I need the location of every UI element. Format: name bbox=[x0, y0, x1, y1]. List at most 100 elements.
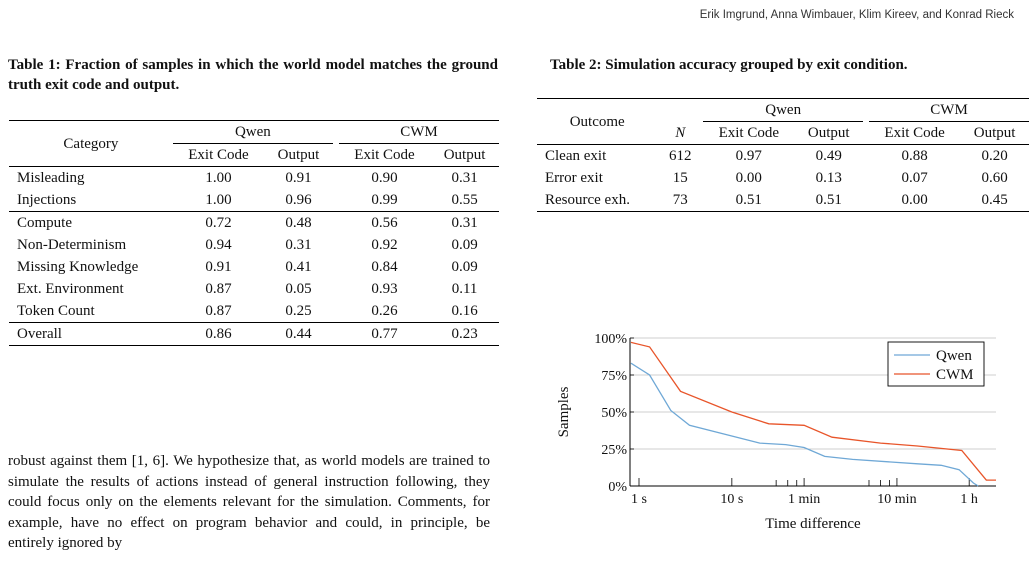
row-cwm-exit: 0.93 bbox=[371, 281, 398, 297]
row-cwm-output: 0.11 bbox=[451, 281, 478, 297]
row-cwm-exit: 0.84 bbox=[371, 259, 398, 275]
x-tick-label: 1 h bbox=[960, 492, 978, 507]
row-qwen-output: 0.48 bbox=[285, 215, 312, 231]
table-row: Ext. Environment 0.87 0.05 0.93 0.11 bbox=[9, 278, 499, 300]
row-qwen-exit: 0.91 bbox=[205, 259, 232, 275]
row-category: Token Count bbox=[17, 303, 95, 319]
row-cwm-output: 0.20 bbox=[981, 148, 1008, 164]
table-row: Misleading 1.00 0.91 0.90 0.31 bbox=[9, 166, 499, 190]
row-cwm-output: 0.16 bbox=[451, 303, 478, 319]
y-tick-label: 75% bbox=[601, 369, 627, 384]
row-qwen-output: 0.49 bbox=[815, 148, 842, 164]
row-category: Overall bbox=[17, 326, 62, 342]
row-outcome: Clean exit bbox=[545, 148, 607, 164]
row-qwen-output: 0.51 bbox=[815, 192, 842, 208]
row-qwen-output: 0.41 bbox=[285, 259, 312, 275]
table2-col-outcome: Outcome bbox=[569, 113, 625, 130]
table1-caption: Table 1: Fraction of samples in which th… bbox=[8, 57, 498, 93]
x-axis-label: Time difference bbox=[765, 516, 861, 532]
row-qwen-exit: 0.72 bbox=[205, 215, 232, 231]
legend-box bbox=[887, 341, 985, 387]
row-qwen-output: 0.13 bbox=[815, 170, 842, 186]
row-qwen-exit: 0.00 bbox=[735, 170, 762, 186]
table1-sub-exit-qwen: Exit Code bbox=[188, 147, 249, 163]
row-cwm-output: 0.23 bbox=[451, 326, 478, 342]
table1-group-qwen: Qwen bbox=[172, 120, 333, 144]
row-qwen-output: 0.05 bbox=[285, 281, 312, 297]
table-row: Overall 0.86 0.44 0.77 0.23 bbox=[9, 322, 499, 346]
row-qwen-exit: 0.87 bbox=[205, 303, 232, 319]
row-category: Missing Knowledge bbox=[17, 259, 139, 275]
legend-label-cwm: CWM bbox=[936, 367, 974, 383]
table2-sub-exit-qwen: Exit Code bbox=[718, 125, 779, 141]
body-paragraph: robust against them [1, 6]. We hypothesi… bbox=[8, 451, 490, 554]
y-tick-label: 25% bbox=[601, 443, 627, 458]
row-qwen-exit: 0.87 bbox=[205, 281, 232, 297]
table-row: Resource exh. 73 0.51 0.51 0.00 0.45 bbox=[537, 189, 1029, 212]
row-category: Misleading bbox=[17, 170, 85, 186]
x-tick-label: 1 s bbox=[631, 492, 647, 507]
table1-col-category: Category bbox=[63, 135, 119, 152]
table-row: Token Count 0.87 0.25 0.26 0.16 bbox=[9, 300, 499, 323]
row-qwen-output: 0.44 bbox=[285, 326, 312, 342]
row-cwm-output: 0.60 bbox=[981, 170, 1008, 186]
table-row: Error exit 15 0.00 0.13 0.07 0.60 bbox=[537, 167, 1029, 189]
row-cwm-output: 0.55 bbox=[451, 192, 478, 208]
table-row: Non-Determinism 0.94 0.31 0.92 0.09 bbox=[9, 234, 499, 256]
row-cwm-output: 0.45 bbox=[981, 192, 1008, 208]
row-n: 15 bbox=[672, 170, 688, 186]
row-category: Injections bbox=[17, 192, 77, 208]
table1-sub-exit-cwm: Exit Code bbox=[354, 147, 415, 163]
row-qwen-exit: 1.00 bbox=[205, 170, 232, 186]
row-cwm-exit: 0.00 bbox=[901, 192, 928, 208]
table-row: Compute 0.72 0.48 0.56 0.31 bbox=[9, 211, 499, 235]
row-qwen-output: 0.96 bbox=[285, 192, 312, 208]
row-category: Compute bbox=[17, 215, 72, 231]
row-qwen-exit: 1.00 bbox=[205, 192, 232, 208]
row-n: 612 bbox=[669, 148, 692, 164]
row-qwen-exit: 0.97 bbox=[735, 148, 762, 164]
x-tick-label: 1 min bbox=[788, 492, 820, 507]
table-row: Injections 1.00 0.96 0.99 0.55 bbox=[9, 189, 499, 212]
row-cwm-exit: 0.26 bbox=[371, 303, 398, 319]
running-header: Erik Imgrund, Anna Wimbauer, Klim Kireev… bbox=[699, 9, 1014, 21]
table2-group-cwm: CWM bbox=[869, 98, 1029, 122]
table1-group-cwm: CWM bbox=[338, 120, 499, 144]
table2-sub-output-cwm: Output bbox=[973, 125, 1016, 141]
series-line-cwm bbox=[630, 341, 996, 481]
row-qwen-output: 0.25 bbox=[285, 303, 312, 319]
row-outcome: Resource exh. bbox=[545, 192, 630, 208]
row-category: Non-Determinism bbox=[17, 237, 127, 253]
row-cwm-exit: 0.99 bbox=[371, 192, 398, 208]
y-tick-label: 0% bbox=[608, 480, 627, 495]
table1: Category Qwen CWM Exit Code Output Exit … bbox=[9, 120, 499, 346]
row-cwm-exit: 0.88 bbox=[901, 148, 928, 164]
y-tick-label: 50% bbox=[601, 406, 627, 421]
row-cwm-exit: 0.56 bbox=[371, 215, 398, 231]
body-paragraph-text: robust against them [1, 6]. We hypothesi… bbox=[8, 453, 490, 551]
table2-sub-exit-cwm: Exit Code bbox=[884, 125, 945, 141]
row-qwen-exit: 0.86 bbox=[205, 326, 232, 342]
row-cwm-output: 0.09 bbox=[451, 237, 478, 253]
table-row: Missing Knowledge 0.91 0.41 0.84 0.09 bbox=[9, 256, 499, 278]
row-qwen-exit: 0.94 bbox=[205, 237, 232, 253]
row-qwen-output: 0.31 bbox=[285, 237, 312, 253]
row-outcome: Error exit bbox=[545, 170, 603, 186]
table2-col-n: N bbox=[675, 124, 686, 141]
table1-sub-output-qwen: Output bbox=[277, 147, 320, 163]
table-row: Clean exit 612 0.97 0.49 0.88 0.20 bbox=[537, 144, 1029, 168]
table2-sub-output-qwen: Output bbox=[807, 125, 850, 141]
x-tick-label: 10 min bbox=[877, 492, 916, 507]
legend-label-qwen: Qwen bbox=[936, 348, 972, 364]
row-cwm-output: 0.31 bbox=[451, 170, 478, 186]
table2: Outcome Qwen CWM N Exit Code Output Exit… bbox=[537, 98, 1029, 212]
row-n: 73 bbox=[672, 192, 688, 208]
y-tick-label: 100% bbox=[594, 332, 627, 347]
table2-group-qwen: Qwen bbox=[703, 98, 864, 122]
row-category: Ext. Environment bbox=[17, 281, 124, 297]
y-axis-label: Samples bbox=[556, 386, 572, 437]
row-cwm-output: 0.09 bbox=[451, 259, 478, 275]
series-line-qwen bbox=[630, 362, 979, 487]
row-cwm-exit: 0.77 bbox=[371, 326, 398, 342]
table2-caption: Table 2: Simulation accuracy grouped by … bbox=[550, 57, 908, 73]
